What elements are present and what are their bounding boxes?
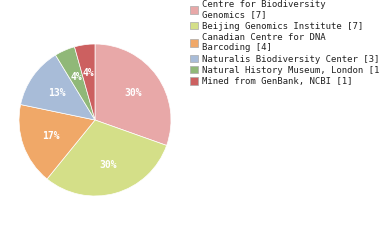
Text: 4%: 4% <box>70 72 82 82</box>
Text: 13%: 13% <box>48 88 65 98</box>
Wedge shape <box>21 55 95 120</box>
Wedge shape <box>47 120 166 196</box>
Text: 4%: 4% <box>83 68 95 78</box>
Legend: Centre for Biodiversity
Genomics [7], Beijing Genomics Institute [7], Canadian C: Centre for Biodiversity Genomics [7], Be… <box>190 0 380 86</box>
Wedge shape <box>95 44 171 145</box>
Wedge shape <box>19 105 95 179</box>
Wedge shape <box>74 44 95 120</box>
Text: 30%: 30% <box>125 88 142 98</box>
Text: 17%: 17% <box>42 131 59 141</box>
Wedge shape <box>55 47 95 120</box>
Text: 30%: 30% <box>99 160 117 170</box>
